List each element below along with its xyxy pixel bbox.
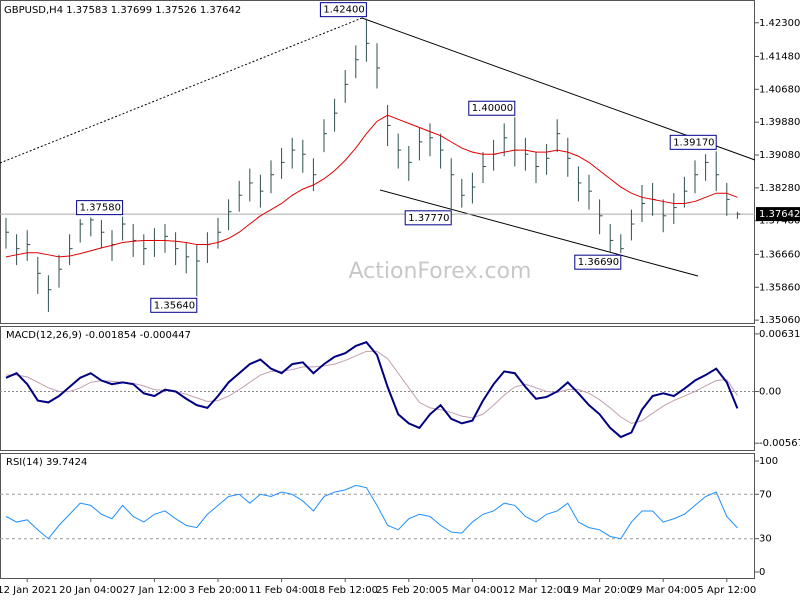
annotation-label: 1.42400	[323, 5, 364, 16]
watermark: ActionForex.com	[349, 259, 532, 284]
x-tick-label: 12 Mar 12:00	[503, 585, 570, 596]
x-tick-label: 12 Jan 2021	[0, 585, 57, 596]
y-tick-label: 0.00	[759, 386, 781, 397]
y-tick-label: 1.41480	[759, 51, 800, 62]
annotation-box	[468, 100, 516, 116]
panel-title: MACD(12,26,9) -0.001854 -0.000447	[6, 330, 191, 341]
annotation-label: 1.35640	[154, 300, 195, 311]
y-tick-label: 0.00631	[759, 329, 800, 340]
annotation-box	[574, 254, 622, 270]
line	[5, 341, 739, 439]
y-tick-label: 1.39080	[759, 150, 800, 161]
x-tick-label: 20 Jan 04:00	[59, 585, 122, 596]
y-tick-label: 1.39880	[759, 117, 800, 128]
chart-title: GBPUSD,H4 1.37583 1.37699 1.37526 1.3764…	[4, 5, 241, 16]
annotation-label: 1.39170	[673, 137, 714, 148]
x-tick-label: 29 Mar 04:00	[630, 585, 697, 596]
y-tick-label: 0	[759, 567, 765, 578]
annotation-box	[76, 200, 124, 216]
x-tick-label: 25 Feb 20:00	[376, 585, 442, 596]
panel-title: RSI(14) 39.7424	[6, 457, 87, 468]
trendline	[0, 17, 363, 164]
annotation-label: 1.37770	[408, 213, 449, 224]
y-tick-label: 1.40680	[759, 84, 800, 95]
x-tick-label: 19 Mar 20:00	[566, 585, 633, 596]
x-tick-label: 5 Apr 12:00	[697, 585, 756, 596]
macd-panel	[0, 326, 755, 451]
y-tick-label: 1.36660	[759, 249, 800, 260]
x-tick-label: 5 Mar 04:00	[442, 585, 502, 596]
annotation-label: 1.36690	[578, 257, 619, 268]
x-tick-label: 27 Jan 12:00	[123, 585, 186, 596]
annotation-box	[404, 210, 452, 226]
x-tick-label: 3 Feb 20:00	[188, 585, 247, 596]
price-panel	[0, 0, 755, 324]
last-price-label: 1.37642	[759, 209, 800, 220]
y-tick-label: -0.005671	[759, 438, 800, 449]
y-tick-label: 1.35860	[759, 282, 800, 293]
line	[5, 114, 738, 258]
y-tick-label: 1.42300	[759, 18, 800, 29]
line	[5, 484, 738, 540]
y-tick-label: 30	[759, 534, 772, 545]
annotation-box	[319, 2, 367, 18]
y-tick-label: 100	[759, 456, 778, 467]
annotation-box	[150, 297, 198, 313]
annotation-label: 1.37580	[80, 203, 121, 214]
y-tick-label: 1.35060	[759, 315, 800, 326]
last-price-box	[756, 207, 800, 222]
y-tick-label: 1.38280	[759, 183, 800, 194]
rsi-panel	[0, 453, 755, 579]
x-tick-label: 11 Feb 04:00	[249, 585, 315, 596]
y-tick-label: 1.37480	[759, 216, 800, 227]
trendline	[379, 189, 699, 277]
annotation-box	[669, 134, 717, 150]
annotation-label: 1.40000	[472, 103, 513, 114]
x-tick-label: 18 Feb 12:00	[312, 585, 378, 596]
y-tick-label: 70	[759, 489, 772, 500]
